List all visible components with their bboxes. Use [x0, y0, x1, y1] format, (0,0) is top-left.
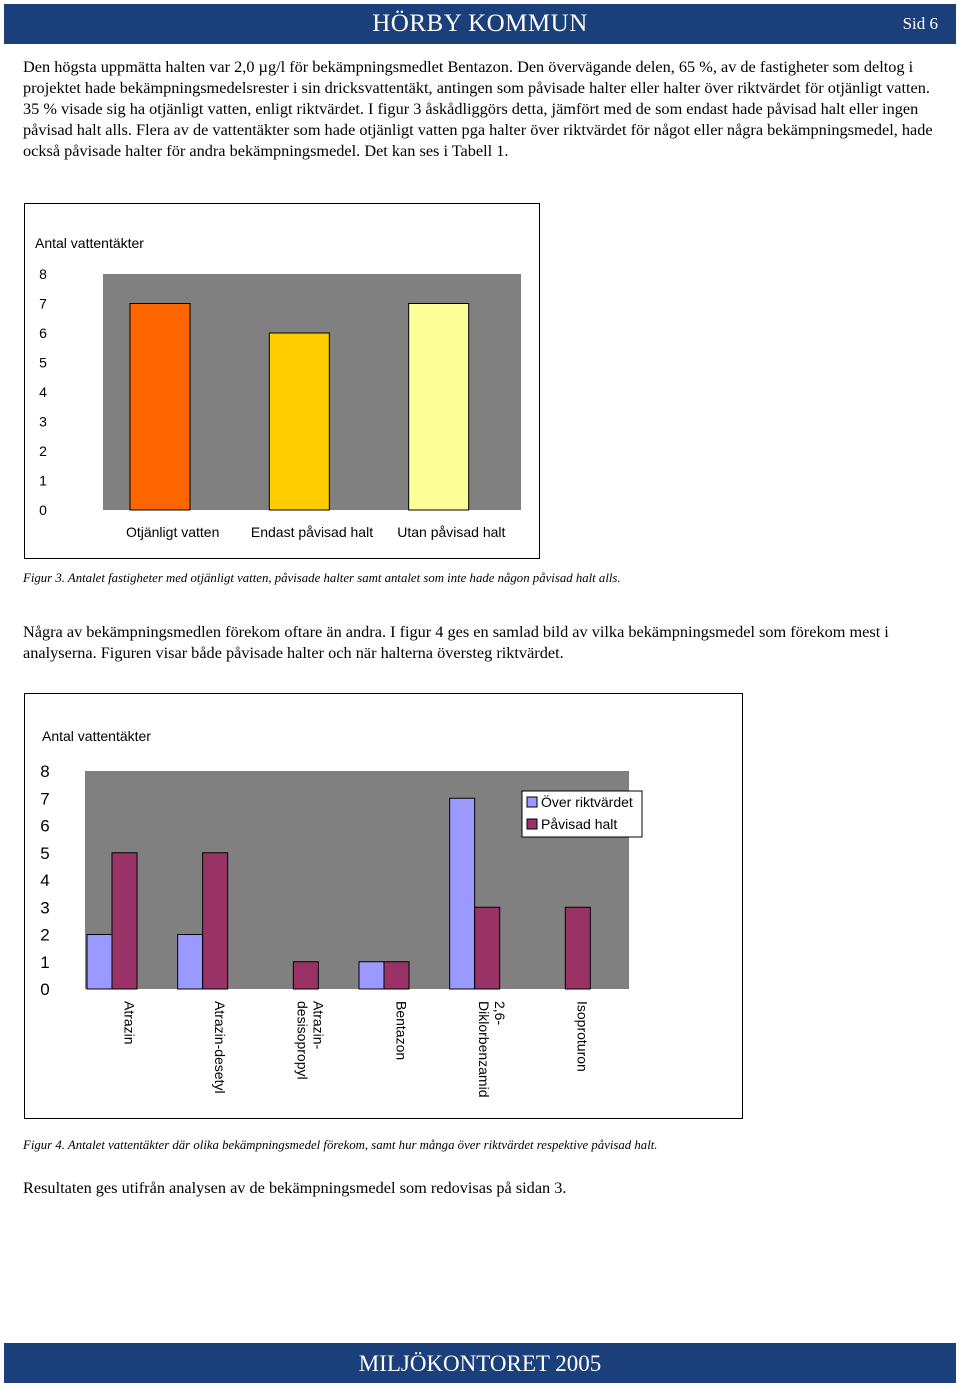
x-category-label-line: Atrazin- — [311, 1001, 327, 1050]
x-category-label: Isoproturon — [575, 1001, 591, 1072]
y-tick-label: 1 — [40, 953, 49, 972]
paragraph-results: Resultaten ges utifrån analysen av de be… — [23, 1178, 567, 1197]
y-tick-label: 5 — [39, 355, 47, 371]
legend-label: Över riktvärdet — [541, 793, 633, 810]
header-title: HÖRBY KOMMUN — [372, 10, 588, 37]
x-category-label: 2,6-Diklorbenzamid — [476, 1001, 508, 1097]
x-category-label: Atrazin-desisopropyl — [295, 1001, 327, 1080]
paragraph-intro: Den högsta uppmätta halten var 2,0 µg/l … — [23, 57, 933, 160]
bar-Över riktvärdet — [86, 934, 113, 990]
bar-Påvisad halt — [111, 852, 138, 990]
y-tick-label: 4 — [39, 384, 47, 400]
x-category-label: Atrazin — [121, 1001, 137, 1045]
y-tick-label: 5 — [40, 844, 49, 863]
y-tick-label: 1 — [39, 473, 47, 489]
paragraph-figure-4-intro: Några av bekämpningsmedlen förekom oftar… — [23, 622, 889, 662]
x-category-label-line: Atrazin-desetyl — [212, 1001, 228, 1094]
figure-3-caption: Figur 3. Antalet fastigheter med otjänli… — [23, 571, 621, 585]
figure-4-chart: Antal vattentäkter 0 1 2 3 4 5 6 7 8 Atrazin Atrazi… — [24, 693, 743, 1119]
legend-swatch — [526, 796, 538, 808]
bar-Påvisad halt — [474, 906, 501, 990]
bar-Över riktvärdet — [177, 934, 204, 990]
y-tick-label: 7 — [40, 789, 49, 808]
bar-2 — [408, 303, 470, 511]
bar-Över riktvärdet — [449, 797, 476, 990]
y-tick-label: 0 — [40, 980, 49, 999]
x-category-label: Bentazon — [393, 1001, 409, 1060]
y-tick-label: 3 — [40, 898, 49, 917]
bar-0 — [129, 303, 191, 511]
bar-Påvisad halt — [383, 961, 410, 990]
bar-1 — [268, 332, 330, 511]
page-footer: MILJÖKONTORET 2005 — [4, 1343, 956, 1383]
x-category-label: Otjänligt vatten — [126, 524, 219, 540]
y-tick-label: 3 — [39, 414, 47, 430]
x-category-label-line: 2,6- — [492, 1001, 508, 1025]
y-tick-label: 2 — [40, 926, 49, 945]
bar-Påvisad halt — [564, 906, 591, 990]
y-tick-label: 6 — [39, 325, 47, 341]
x-category-label-line: Diklorbenzamid — [476, 1001, 492, 1097]
figure-3-chart: Antal vattentäkter 0 1 2 3 4 5 6 7 8 Otjänligt vat… — [24, 203, 540, 559]
figure-4-caption: Figur 4. Antalet vattentäkter där olika … — [23, 1138, 658, 1152]
x-category-label: Atrazin-desetyl — [212, 1001, 228, 1094]
page-number: Sid 6 — [902, 14, 938, 33]
x-category-label-line: Atrazin — [121, 1001, 137, 1045]
y-axis-label: Antal vattentäkter — [35, 235, 144, 251]
y-tick-label: 8 — [40, 762, 49, 781]
figure-3-svg: Antal vattentäkter 0 1 2 3 4 5 6 7 8 Otjänligt vat… — [35, 235, 521, 540]
x-category-label-line: desisopropyl — [295, 1001, 311, 1080]
y-axis-label: Antal vattentäkter — [42, 728, 151, 744]
legend-label: Påvisad halt — [541, 816, 617, 832]
y-tick-label: 0 — [39, 502, 47, 518]
x-category-label: Endast påvisad halt — [251, 524, 373, 540]
y-tick-label: 2 — [39, 443, 47, 459]
bar-Påvisad halt — [202, 852, 229, 990]
x-category-label-line: Isoproturon — [575, 1001, 591, 1072]
y-tick-label: 7 — [39, 296, 47, 312]
x-category-label: Utan påvisad halt — [397, 524, 505, 540]
legend-swatch — [526, 818, 538, 830]
legend-box — [521, 790, 643, 838]
y-tick-label: 4 — [40, 871, 49, 890]
bar-Över riktvärdet — [358, 961, 385, 990]
x-category-label-line: Bentazon — [393, 1001, 409, 1060]
bar-Påvisad halt — [292, 961, 319, 990]
y-tick-label: 8 — [39, 266, 47, 282]
figure-4-svg: Antal vattentäkter 0 1 2 3 4 5 6 7 8 Atrazin Atrazi… — [40, 728, 643, 1097]
y-tick-label: 6 — [40, 817, 49, 836]
footer-title: MILJÖKONTORET 2005 — [358, 1351, 602, 1376]
page-header: HÖRBY KOMMUN Sid 6 — [4, 4, 956, 44]
